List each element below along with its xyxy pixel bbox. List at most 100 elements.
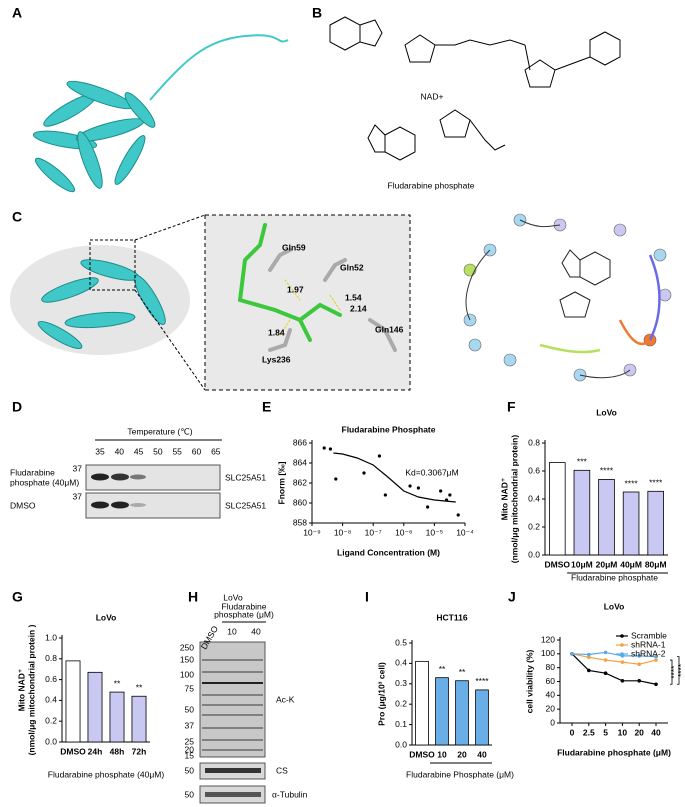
x-tick-label: 48h	[110, 746, 125, 756]
data-point	[408, 484, 412, 488]
x-tick-label: 10	[437, 749, 447, 759]
x-tick-label: 10	[618, 727, 628, 737]
temperature-label: 45	[134, 446, 144, 456]
bar	[65, 660, 81, 743]
bar	[549, 462, 566, 556]
residue-label: Lys236	[262, 354, 291, 364]
bar	[109, 691, 125, 743]
chart-title: Fludarabine Phosphate	[342, 424, 436, 434]
distance-label: 1.84	[268, 327, 285, 337]
panel-letter: D	[12, 399, 22, 415]
bar	[87, 671, 103, 743]
y-axis-title: Mito NAD⁺	[499, 478, 509, 521]
data-point	[362, 471, 366, 475]
y-tick-label: 60	[546, 676, 556, 686]
legend-marker	[620, 643, 624, 647]
y-tick-label: 0.8	[45, 653, 57, 663]
panel-d-blot	[85, 439, 222, 519]
bar	[415, 660, 429, 746]
y-tick-label: 0.0	[45, 736, 57, 746]
row-label: Fludarabine	[10, 467, 55, 477]
x-tick-label: DMSO	[60, 746, 86, 756]
significance: **	[114, 678, 121, 688]
mw-marker: 100	[180, 669, 194, 679]
row-label: DMSO	[10, 500, 36, 510]
treatment-label: phosphate (μM)	[214, 609, 274, 619]
y-axis-title: (nmol/μg mitochondrial protein )	[26, 624, 36, 755]
cell-line: LoVo	[223, 592, 243, 602]
y-tick-label: 40	[546, 690, 556, 700]
panel-letter: C	[12, 209, 22, 225]
data-point	[426, 505, 430, 509]
treatment-label: Fludarabine	[222, 601, 267, 611]
y-tick-label: 0.5	[395, 637, 407, 647]
series-line	[571, 653, 657, 685]
x-tick-label: 10⁻⁹	[303, 527, 321, 537]
data-point	[377, 454, 382, 458]
mw-marker: 50	[185, 765, 195, 775]
y-tick-label: 80	[546, 662, 556, 672]
panel-c-structures	[10, 213, 672, 391]
temperature-label: 35	[95, 446, 105, 456]
residue-label: Gln52	[340, 262, 364, 272]
y-axis-title: Fnorm [‰]	[276, 461, 286, 504]
annotation: Kd=0.3067μM	[405, 467, 458, 477]
y-tick-label: 0.2	[395, 698, 407, 708]
y-tick-label: 862	[293, 477, 307, 487]
x-tick-label: 5	[603, 727, 608, 737]
x-tick-label: DMSO	[409, 749, 435, 759]
x-tick-label: 2.5	[583, 727, 595, 737]
y-tick-label: 0.6	[45, 674, 57, 684]
significance: **	[136, 682, 143, 692]
y-axis-title: (nmol/μg mitochondrial protein)	[509, 435, 519, 564]
significance: ****	[676, 663, 685, 677]
y-tick-label: 0.4	[528, 493, 540, 503]
panel-letter: F	[507, 399, 516, 415]
data-point	[448, 493, 452, 497]
panel-b-structures	[329, 16, 621, 161]
y-tick-label: 0.3	[395, 678, 407, 688]
y-axis-title: Mito NAD⁺	[16, 669, 26, 712]
x-tick-label: 40	[477, 749, 487, 759]
y-tick-label: 0.2	[528, 521, 540, 531]
x-tick-label: 10μM	[571, 559, 593, 569]
distance-label: 1.97	[287, 284, 304, 294]
x-tick-label: 40	[651, 727, 661, 737]
data-point	[587, 668, 591, 673]
data-point	[637, 662, 641, 667]
x-axis-title: Fludarabine phosphate (μM)	[557, 747, 671, 757]
x-axis-title: Fludarabine phosphate	[571, 572, 658, 582]
x-tick-label: 24h	[88, 746, 103, 756]
x-tick-label: 80μM	[645, 559, 667, 569]
panel-a-structure	[32, 34, 289, 193]
chart-title: LoVo	[604, 601, 625, 611]
data-point	[620, 679, 625, 683]
x-tick-label: 10⁻⁶	[395, 527, 412, 537]
y-tick-label: 0.4	[395, 658, 407, 668]
legend-label: shRNA-1	[631, 639, 666, 649]
bar	[131, 695, 147, 743]
axis-title: Temperature (℃)	[127, 426, 192, 436]
data-point	[654, 682, 658, 687]
blot-label: CS	[276, 765, 288, 775]
data-point	[637, 654, 641, 658]
row-label: phosphate (40μM)	[10, 477, 79, 487]
mw-marker: 75	[185, 683, 195, 693]
data-point	[383, 493, 387, 497]
mw-marker: 37	[73, 491, 83, 501]
panel-letter: G	[12, 589, 23, 605]
lane-label: 10	[227, 626, 237, 636]
y-tick-label: 0.8	[528, 437, 540, 447]
y-tick-label: 120	[541, 634, 555, 644]
mw-marker: 37	[185, 720, 195, 730]
residue-label: Gln146	[375, 324, 404, 334]
significance: ***	[577, 457, 588, 467]
significance: ****	[600, 466, 614, 476]
temperature-label: 40	[115, 446, 125, 456]
legend-marker	[620, 652, 624, 656]
data-point	[444, 498, 449, 502]
x-tick-label: 10⁻⁴	[456, 527, 474, 537]
protein-label: SLC25A51	[225, 472, 266, 482]
y-tick-label: 866	[293, 437, 307, 447]
chart-title: LoVo	[96, 612, 117, 622]
